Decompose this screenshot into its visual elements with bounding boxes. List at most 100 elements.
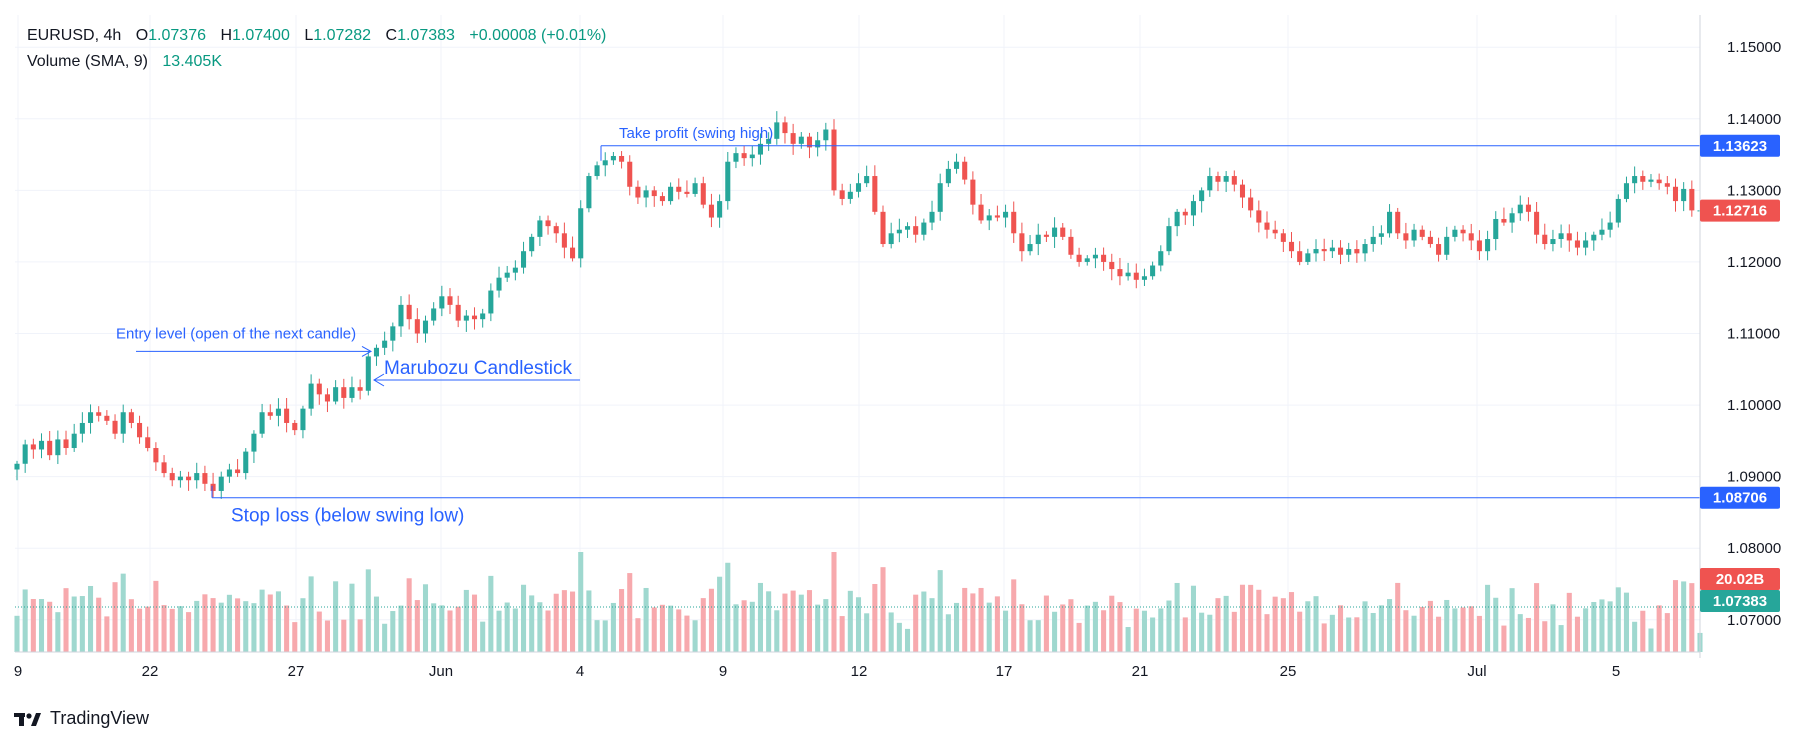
y-tick-label: 1.12000 — [1727, 254, 1781, 271]
volume-bar — [1525, 617, 1531, 652]
volume-bar — [553, 593, 559, 652]
candle-body — [447, 296, 453, 305]
candle-body — [1362, 244, 1368, 254]
candle-body — [880, 211, 886, 245]
x-tick-label: 9 — [14, 663, 22, 680]
volume-bar — [439, 605, 445, 652]
candle-body — [1337, 247, 1344, 255]
x-tick-label: 25 — [1280, 663, 1297, 680]
candle-body — [1182, 211, 1188, 216]
volume-bar — [218, 602, 224, 652]
candle-body — [635, 186, 641, 198]
volume-bar — [1623, 592, 1630, 652]
volume-bar — [1150, 617, 1156, 652]
chart-annotations: Take profit (swing high) Stop loss (belo… — [116, 125, 1700, 527]
candle-body — [480, 313, 486, 320]
stop-loss-line-tag — [1700, 486, 1780, 509]
volume-bar — [643, 587, 649, 652]
symbol-name[interactable]: EURUSD — [27, 27, 95, 44]
volume-bar — [210, 598, 216, 652]
volume-bar — [71, 596, 77, 652]
candle-body — [766, 138, 772, 144]
candle-body — [872, 176, 878, 212]
candle-body — [308, 383, 314, 409]
candle-body — [651, 190, 657, 197]
candle-body — [1043, 234, 1049, 237]
candle-body — [38, 440, 45, 450]
volume-bar — [480, 621, 486, 652]
volume-bar — [627, 573, 633, 652]
volume-bar — [978, 587, 984, 652]
volume-bar — [1632, 621, 1638, 652]
volume-bar — [635, 618, 641, 652]
x-tick-label: 5 — [1612, 663, 1620, 680]
volume-bar — [414, 600, 420, 652]
volume-bar — [1411, 615, 1417, 652]
candle-body — [537, 220, 543, 237]
candle-body — [120, 412, 126, 434]
candle-body — [1035, 234, 1041, 245]
volume-bar — [1027, 620, 1033, 652]
candle-body — [1101, 254, 1107, 262]
y-tick-label: 1.15000 — [1727, 39, 1781, 56]
candle-body — [1550, 239, 1556, 245]
volume-bar — [1648, 628, 1654, 652]
volume-bar — [929, 598, 935, 652]
volume-bar — [1615, 587, 1621, 652]
candle-body — [1313, 249, 1319, 254]
candle-body — [954, 161, 960, 169]
candle-body — [1174, 211, 1180, 227]
candle-body — [757, 143, 763, 155]
candle-body — [186, 476, 192, 481]
volume-bar — [512, 608, 518, 652]
volume-bar — [864, 613, 870, 652]
candle-body — [774, 122, 780, 139]
volume-bar — [87, 585, 94, 652]
candle-body — [1403, 233, 1409, 241]
volume-bar — [1640, 610, 1646, 652]
volume-label[interactable]: Volume (SMA, 9) — [27, 53, 148, 70]
volume-bar — [324, 620, 330, 652]
interval[interactable]: 4h — [103, 27, 122, 44]
candle-body — [790, 133, 796, 144]
marubozu-label: Marubozu Candlestick — [384, 358, 572, 379]
candle-body — [1354, 249, 1360, 254]
volume-bar — [128, 599, 134, 652]
volume-bar — [112, 582, 118, 652]
volume-bar — [1190, 585, 1196, 652]
open-value: 1.07376 — [148, 27, 206, 44]
volume-bar — [55, 612, 61, 652]
tradingview-brand[interactable]: TradingView — [14, 708, 149, 729]
volume-bar — [177, 606, 183, 652]
candle-body — [1346, 249, 1352, 255]
candle-body — [1109, 261, 1115, 270]
volume-bar — [1387, 599, 1393, 652]
candle-body — [316, 383, 322, 395]
volume-bar — [937, 570, 943, 652]
take-profit-line-tag — [1700, 134, 1780, 157]
candle-body — [30, 444, 36, 450]
volume-bar — [145, 606, 151, 652]
candle-body — [406, 304, 412, 320]
candle-body — [1027, 244, 1033, 252]
candle-body — [1468, 233, 1474, 241]
volume-bar — [1346, 617, 1352, 652]
volume-bar — [292, 622, 298, 652]
candle-body — [365, 356, 371, 391]
candle-body — [1199, 190, 1205, 202]
candle-body — [684, 191, 690, 194]
volume-bar — [668, 605, 674, 652]
open-label: O — [135, 27, 149, 44]
candle-body — [1256, 210, 1262, 223]
volume-bar — [1003, 610, 1009, 652]
candle-body — [1190, 201, 1196, 216]
volume-bar — [1485, 584, 1491, 652]
y-tick-label: 1.07000 — [1727, 612, 1781, 629]
candle-body — [14, 463, 20, 470]
volume-bar — [1313, 596, 1319, 652]
chart-grid — [15, 15, 1700, 652]
volume-bar — [1321, 623, 1327, 652]
volume-bar — [954, 602, 960, 652]
volume-bar — [333, 581, 339, 652]
